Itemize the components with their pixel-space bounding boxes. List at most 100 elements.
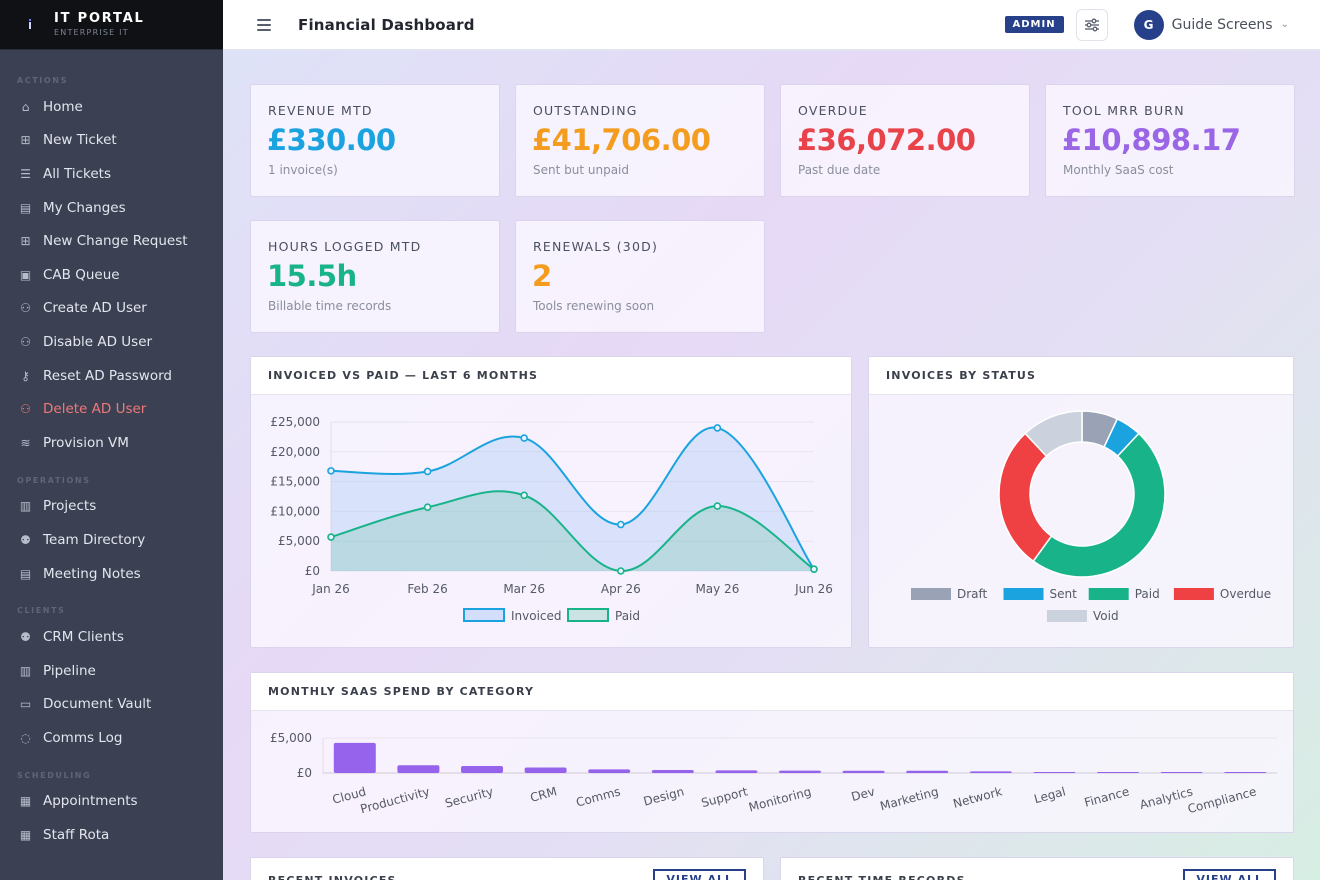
y-tick-label: £0: [305, 564, 320, 578]
clipboard-icon: ▤: [19, 200, 32, 215]
bar-marketing[interactable]: [906, 770, 949, 773]
sidebar-item-comms-log[interactable]: ◌ Comms Log: [0, 721, 223, 755]
data-point[interactable]: [327, 467, 335, 475]
sidebar-item-new-change-request[interactable]: ⊞ New Change Request: [0, 224, 223, 258]
bar-security[interactable]: [461, 766, 503, 773]
bar-legal[interactable]: [1033, 771, 1076, 773]
invoices-by-status-chart: Draft Sent Paid Overdue Void: [911, 410, 1271, 623]
data-point[interactable]: [423, 467, 432, 476]
sidebar-item-staff-rota[interactable]: ▦ Staff Rota: [0, 818, 223, 852]
data-point[interactable]: [810, 565, 818, 574]
panel-title: RECENT TIME RECORDS: [781, 858, 1293, 880]
invoiced-vs-paid-chart: £0 £5,000 £10,000 £15,000 £20,000 £25,000 Jan …: [270, 415, 833, 623]
legend-label[interactable]: Void: [1093, 609, 1119, 623]
sidebar-item-crm-clients[interactable]: ⚉ CRM Clients: [0, 620, 223, 654]
data-point[interactable]: [327, 533, 335, 541]
bar-network[interactable]: [969, 771, 1012, 773]
legend-label[interactable]: Overdue: [1220, 587, 1271, 601]
y-tick-label: £20,000: [270, 445, 320, 459]
bar-crm[interactable]: [524, 767, 567, 773]
legend-swatch[interactable]: [1173, 588, 1214, 600]
sidebar-item-label: Delete AD User: [43, 401, 147, 418]
legend-swatch[interactable]: [1047, 610, 1087, 622]
sidebar-item-my-changes[interactable]: ▤ My Changes: [0, 191, 223, 225]
kpi-label: TOOL MRR BURN: [1063, 103, 1185, 118]
panel-title: MONTHLY SAAS SPEND BY CATEGORY: [251, 673, 1293, 711]
user-name[interactable]: Guide Screens: [1171, 16, 1273, 33]
data-point[interactable]: [520, 491, 529, 500]
nav-section-label: SCHEDULING: [17, 770, 92, 780]
brand[interactable]: IT PORTAL ENTERPRISE IT: [0, 0, 223, 50]
menu-toggle-icon[interactable]: [257, 18, 271, 31]
sidebar-item-label: New Change Request: [43, 233, 188, 250]
bar-monitoring[interactable]: [779, 770, 821, 773]
sidebar-item-reset-ad-password[interactable]: ⚷ Reset AD Password: [0, 359, 223, 393]
user-minus-icon: ⚇: [20, 402, 31, 417]
sidebar-item-projects[interactable]: ▥ Projects: [0, 490, 223, 524]
data-point[interactable]: [713, 502, 722, 510]
legend-swatch[interactable]: [463, 608, 505, 622]
slice-paid[interactable]: [1032, 432, 1166, 578]
kpi-label: REVENUE MTD: [268, 103, 373, 118]
bar-dev[interactable]: [842, 770, 885, 773]
bar-design[interactable]: [651, 769, 694, 773]
slice-void[interactable]: [1024, 410, 1083, 458]
users-icon: ⚉: [20, 532, 31, 547]
sidebar-item-cab-queue[interactable]: ▣ CAB Queue: [0, 258, 223, 292]
bar-cloud[interactable]: [333, 742, 376, 773]
legend-swatch[interactable]: [1088, 588, 1129, 600]
bar-comms[interactable]: [588, 769, 631, 773]
sidebar-item-label: All Tickets: [43, 165, 112, 182]
kpi-value: 2: [532, 259, 552, 293]
view-all-time-records-button[interactable]: VIEW ALL: [1183, 869, 1276, 880]
nav-section-label: ACTIONS: [17, 76, 68, 85]
y-tick-label: £25,000: [270, 415, 320, 429]
legend-swatch[interactable]: [1003, 588, 1044, 600]
sliders-icon: [1084, 18, 1099, 31]
data-point[interactable]: [713, 424, 722, 432]
sidebar-item-home[interactable]: ⌂ Home: [0, 90, 223, 124]
sidebar-item-document-vault[interactable]: ▭ Document Vault: [0, 688, 223, 722]
x-tick-label: Finance: [1083, 784, 1131, 809]
legend-label[interactable]: Sent: [1050, 587, 1078, 601]
legend-swatch[interactable]: [567, 608, 609, 622]
data-point[interactable]: [520, 434, 529, 442]
sidebar-item-all-tickets[interactable]: ☰ All Tickets: [0, 157, 223, 191]
legend-label[interactable]: Paid: [615, 609, 640, 623]
sidebar-item-appointments[interactable]: ▦ Appointments: [0, 785, 223, 819]
bar-analytics[interactable]: [1160, 772, 1203, 773]
sidebar-item-create-ad-user[interactable]: ⚇ Create AD User: [0, 292, 223, 326]
bar-productivity[interactable]: [397, 765, 440, 773]
x-tick-label: Apr 26: [601, 582, 641, 596]
panel-title: RECENT INVOICES: [251, 858, 763, 880]
x-tick-label: Monitoring: [747, 784, 813, 814]
chevron-down-icon[interactable]: ⌄: [1280, 19, 1289, 30]
x-tick-label: Dev: [850, 784, 877, 804]
view-all-invoices-button[interactable]: VIEW ALL: [653, 869, 746, 880]
settings-button[interactable]: [1075, 8, 1108, 41]
x-tick-label: Compliance: [1186, 784, 1258, 816]
sidebar-item-disable-ad-user[interactable]: ⚇ Disable AD User: [0, 325, 223, 359]
user-avatar[interactable]: G: [1133, 9, 1164, 40]
sidebar-item-team-directory[interactable]: ⚉ Team Directory: [0, 523, 223, 557]
sidebar-item-pipeline[interactable]: ▥ Pipeline: [0, 654, 223, 688]
sidebar-item-new-ticket[interactable]: ⊞ New Ticket: [0, 124, 223, 158]
list-icon: ☰: [20, 166, 31, 181]
data-point[interactable]: [616, 520, 625, 529]
legend-swatch[interactable]: [911, 588, 951, 600]
bar-finance[interactable]: [1097, 772, 1139, 773]
legend-label[interactable]: Paid: [1135, 587, 1160, 601]
data-point[interactable]: [616, 567, 625, 575]
legend-label[interactable]: Draft: [957, 587, 988, 601]
bar-support[interactable]: [715, 770, 758, 773]
kpi-card-hours-logged-mtd: HOURS LOGGED MTD 15.5h Billable time rec…: [250, 220, 500, 333]
sidebar-item-meeting-notes[interactable]: ▤ Meeting Notes: [0, 557, 223, 591]
sidebar-item-provision-vm[interactable]: ≋ Provision VM: [0, 426, 223, 460]
legend-label[interactable]: Invoiced: [511, 609, 562, 623]
notes-icon: ▤: [19, 566, 32, 581]
sidebar-item-label: Team Directory: [43, 531, 146, 548]
sidebar-item-delete-ad-user[interactable]: ⚇ Delete AD User: [0, 392, 223, 426]
bar-compliance[interactable]: [1224, 772, 1267, 773]
data-point[interactable]: [423, 503, 432, 512]
main-content: REVENUE MTD £330.00 1 invoice(s) OUTSTAND…: [223, 51, 1320, 880]
